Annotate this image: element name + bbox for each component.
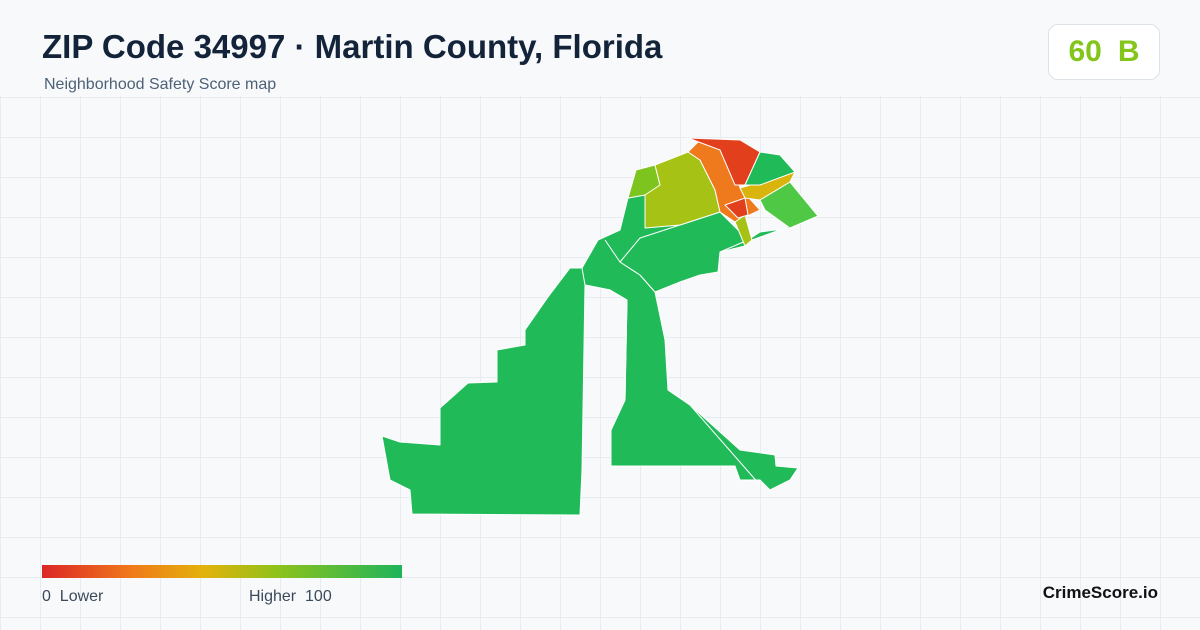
grade: B	[1117, 35, 1140, 68]
legend-max-label: Higher	[249, 588, 297, 605]
legend-min-value: 0	[42, 588, 51, 605]
boundary	[581, 267, 628, 431]
brand: CrimeScore.io	[1042, 583, 1158, 602]
legend-max-value: 100	[305, 588, 332, 605]
score-badge: 60 B	[1048, 24, 1160, 80]
legend-min: 0 Lower	[42, 588, 103, 606]
legend-gradient	[42, 565, 402, 578]
header: ZIP Code 34997 · Martin County, Florida …	[0, 0, 1200, 96]
area	[744, 151, 796, 186]
area	[759, 181, 819, 229]
area	[724, 197, 749, 219]
subtitle: Neighborhood Safety Score map	[44, 76, 277, 93]
title: ZIP Code 34997 · Martin County, Florida	[42, 28, 663, 65]
boundary	[667, 389, 761, 486]
legend-min-label: Lower	[59, 588, 104, 605]
score: 60	[1068, 35, 1102, 68]
legend-max: Higher 100	[249, 588, 332, 606]
area	[381, 189, 819, 516]
